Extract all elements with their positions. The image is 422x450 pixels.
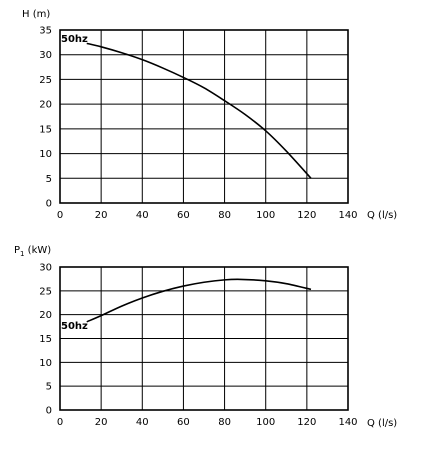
head-y-tick-5: 5 [46,174,52,185]
head-gridlines [60,30,348,203]
head-x-tick-0: 0 [57,210,63,221]
power-gridlines [60,267,348,410]
head-plot-frame [59,29,349,204]
head-y-tick-10: 10 [39,149,52,160]
power-x-tick-140: 140 [338,417,357,428]
power-x-tick-80: 80 [218,417,231,428]
head-x-tick-40: 40 [136,210,149,221]
power-y-tick-30: 30 [39,263,52,274]
head-x-tick-20: 20 [95,210,108,221]
power-series-50hz-line [86,278,312,323]
head-chart: 0 20 40 60 80 100 120 140 0 5 10 15 20 25 30 35 50hz H… [22,9,397,221]
head-y-tick-labels: 0 5 10 15 20 25 30 35 [39,26,52,210]
power-plot-frame [59,266,349,411]
head-series-50hz-label: 50hz [61,34,88,45]
power-x-tick-0: 0 [57,417,63,428]
power-x-tick-60: 60 [177,417,190,428]
power-y-tick-10: 10 [39,358,52,369]
head-y-tick-20: 20 [39,100,52,111]
power-chart: 0 20 40 60 80 100 120 140 0 5 10 15 20 25 30 50hz P1 … [14,245,397,429]
head-y-tick-30: 30 [39,50,52,61]
head-y-tick-35: 35 [39,26,52,37]
power-y-axis-title-unit: (kW) [25,245,52,256]
power-y-tick-15: 15 [39,334,52,345]
power-y-axis-title: P1 (kW) [14,245,51,258]
head-y-tick-0: 0 [46,199,52,210]
head-x-axis-title: Q (l/s) [367,210,397,221]
power-y-tick-5: 5 [46,382,52,393]
power-y-axis-title-main: P [14,245,20,256]
power-x-tick-labels: 0 20 40 60 80 100 120 140 [57,417,358,428]
power-x-tick-120: 120 [297,417,316,428]
head-series-50hz-line [86,42,312,179]
head-y-tick-25: 25 [39,75,52,86]
power-x-tick-100: 100 [256,417,275,428]
head-x-tick-60: 60 [177,210,190,221]
power-x-axis-title: Q (l/s) [367,418,397,429]
head-x-tick-labels: 0 20 40 60 80 100 120 140 [57,210,358,221]
power-x-tick-20: 20 [95,417,108,428]
head-x-tick-120: 120 [297,210,316,221]
power-x-tick-40: 40 [136,417,149,428]
power-y-tick-0: 0 [46,406,52,417]
head-x-tick-140: 140 [338,210,357,221]
power-y-tick-labels: 0 5 10 15 20 25 30 [39,263,52,417]
head-y-axis-title: H (m) [22,9,50,20]
head-x-tick-80: 80 [218,210,231,221]
power-y-tick-20: 20 [39,310,52,321]
power-y-tick-25: 25 [39,286,52,297]
head-x-tick-100: 100 [256,210,275,221]
head-y-tick-15: 15 [39,124,52,135]
power-y-axis-title-subscript: 1 [20,250,24,258]
power-series-50hz-label: 50hz [61,321,88,332]
